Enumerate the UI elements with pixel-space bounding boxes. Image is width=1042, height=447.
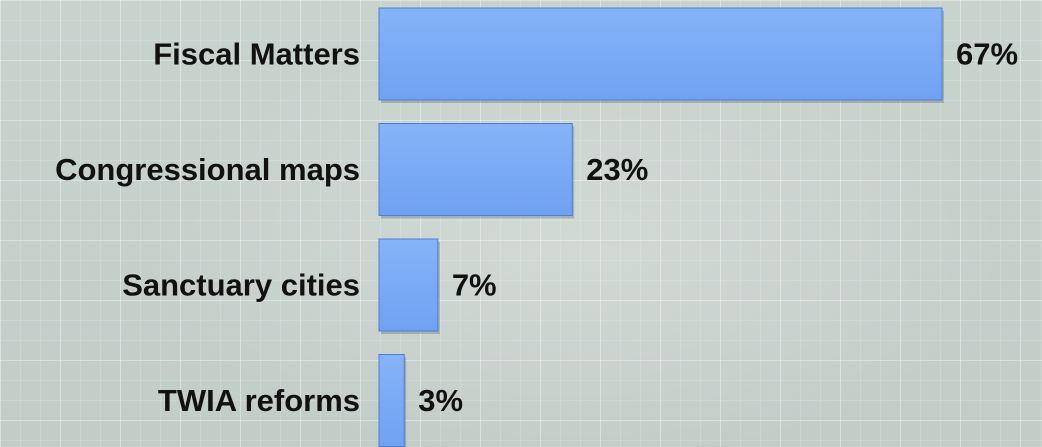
value-labels-group: 67% 23% 7% 3%: [418, 37, 1018, 419]
category-label-sanctuary-cities: Sanctuary cities: [122, 268, 360, 303]
bar-sanctuary-cities: [378, 238, 439, 332]
value-label-sanctuary-cities: 7%: [452, 268, 497, 303]
category-label-twia-reforms: TWIA reforms: [158, 383, 360, 418]
value-label-congressional-maps: 23%: [586, 152, 648, 187]
bars-group: [378, 7, 944, 447]
category-label-fiscal-matters: Fiscal Matters: [153, 37, 360, 72]
category-labels-group: Fiscal Matters Congressional maps Sanctuar…: [55, 37, 360, 419]
bar-fiscal-matters: [378, 7, 943, 101]
value-label-twia-reforms: 3%: [418, 383, 463, 418]
value-label-fiscal-matters: 67%: [956, 37, 1018, 72]
bar-congressional-maps: [378, 123, 573, 216]
bar-twia-reforms: [378, 354, 405, 447]
category-label-congressional-maps: Congressional maps: [55, 152, 360, 187]
